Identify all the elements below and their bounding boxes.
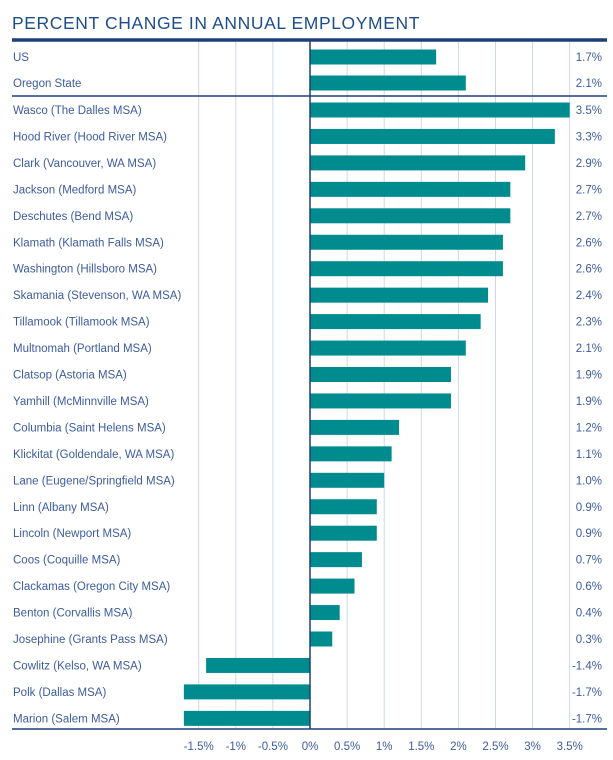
category-label: Multnomah (Portland MSA) [13,343,152,355]
category-labels: US Oregon State Wasco (The Dalles MSA) Hood… [13,52,181,725]
value-label: 2.6% [576,264,602,276]
bar [310,287,489,303]
category-label: Coos (Coquille MSA) [13,555,121,567]
category-label: Skamania (Stevenson, WA MSA) [13,290,181,302]
category-label: US [13,52,29,64]
x-axis-tick-labels: -1.5% -1% -0.5% 0% 0.5% 1% 1.5% 2% 2.5% 3% 3.5% [184,741,583,753]
x-tick-label: 1% [376,741,393,753]
x-tick-label: 3.5% [557,741,583,753]
bar [310,234,503,250]
value-label: 1.7% [576,52,602,64]
value-label: 2.1% [576,78,602,90]
value-label: 0.4% [576,608,602,620]
category-label: Oregon State [13,78,81,90]
category-label: Wasco (The Dalles MSA) [13,105,142,117]
value-label: -1.4% [572,660,602,672]
category-label: Washington (Hillsboro MSA) [13,264,157,276]
category-label: Lane (Eugene/Springfield MSA) [13,475,175,487]
category-label: Jackson (Medford MSA) [13,184,137,196]
category-label: Josephine (Grants Pass MSA) [13,634,168,646]
rules [12,38,607,730]
value-label: -1.7% [572,713,602,725]
value-label: 1.0% [576,475,602,487]
bar [310,181,511,197]
bar [310,419,400,435]
x-tick-label: -1.5% [184,741,214,753]
value-label: 2.1% [576,343,602,355]
category-label: Clatsop (Astoria MSA) [13,370,127,382]
bar [310,525,377,541]
value-label: 1.2% [576,422,602,434]
category-label: Deschutes (Bend MSA) [13,211,133,223]
bar [206,657,310,673]
bar [183,710,310,726]
category-label: Clackamas (Oregon City MSA) [13,581,170,593]
value-label: 0.3% [576,634,602,646]
bar [310,49,437,65]
bar [310,102,570,118]
value-label: 3.3% [576,131,602,143]
value-label: 2.9% [576,158,602,170]
bar [310,552,362,568]
category-label: Cowlitz (Kelso, WA MSA) [13,660,142,672]
x-tick-label: -1% [226,741,246,753]
bar [310,128,555,144]
x-tick-label: 0% [302,741,319,753]
category-label: Tillamook (Tillamook MSA) [13,317,150,329]
bar [183,684,310,700]
x-tick-label: 0.5% [334,741,360,753]
value-labels: 1.7% 2.1% 3.5% 3.3% 2.9% 2.7% 2.7% 2.6% 2.6% 2.4%… [572,52,602,725]
category-label: Polk (Dallas MSA) [13,687,106,699]
x-tick-label: -0.5% [258,741,288,753]
bar [310,472,385,488]
value-label: 1.9% [576,370,602,382]
category-label: Yamhill (McMinnville MSA) [13,396,149,408]
category-label: Linn (Albany MSA) [13,502,109,514]
bar [310,208,511,224]
category-label: Hood River (Hood River MSA) [13,131,167,143]
bar [310,155,526,171]
chart-title: PERCENT CHANGE IN ANNUAL EMPLOYMENT [12,13,421,33]
bar [310,367,451,382]
value-label: 0.6% [576,581,602,593]
bar [310,75,466,91]
bar [310,261,503,277]
category-label: Lincoln (Newport MSA) [13,528,131,540]
value-label: 2.6% [576,237,602,249]
bar [310,446,392,462]
value-label: 2.3% [576,317,602,329]
x-tick-label: 2.5% [482,741,508,753]
x-tick-label: 2% [450,741,467,753]
category-label: Benton (Corvallis MSA) [13,608,133,620]
value-label: -1.7% [572,687,602,699]
value-label: 0.9% [576,502,602,514]
category-label: Klickitat (Goldendale, WA MSA) [13,449,174,461]
bar [310,605,340,621]
bar [310,631,333,647]
category-label: Columbia (Saint Helens MSA) [13,422,166,434]
bars [183,49,570,726]
value-label: 1.9% [576,396,602,408]
bar [310,393,451,409]
category-label: Marion (Salem MSA) [13,713,120,725]
bar [310,314,481,330]
gridlines [198,40,571,729]
x-tick-label: 1.5% [408,741,434,753]
value-label: 2.7% [576,211,602,223]
value-label: 0.7% [576,555,602,567]
value-label: 3.5% [576,105,602,117]
bar [310,578,355,594]
value-label: 1.1% [576,449,602,461]
x-tick-label: 3% [524,741,541,753]
category-label: Clark (Vancouver, WA MSA) [13,158,156,170]
value-label: 2.4% [576,290,602,302]
bar [310,340,466,356]
value-label: 0.9% [576,528,602,540]
value-label: 2.7% [576,184,602,196]
bar [310,499,377,515]
category-label: Klamath (Klamath Falls MSA) [13,237,164,249]
